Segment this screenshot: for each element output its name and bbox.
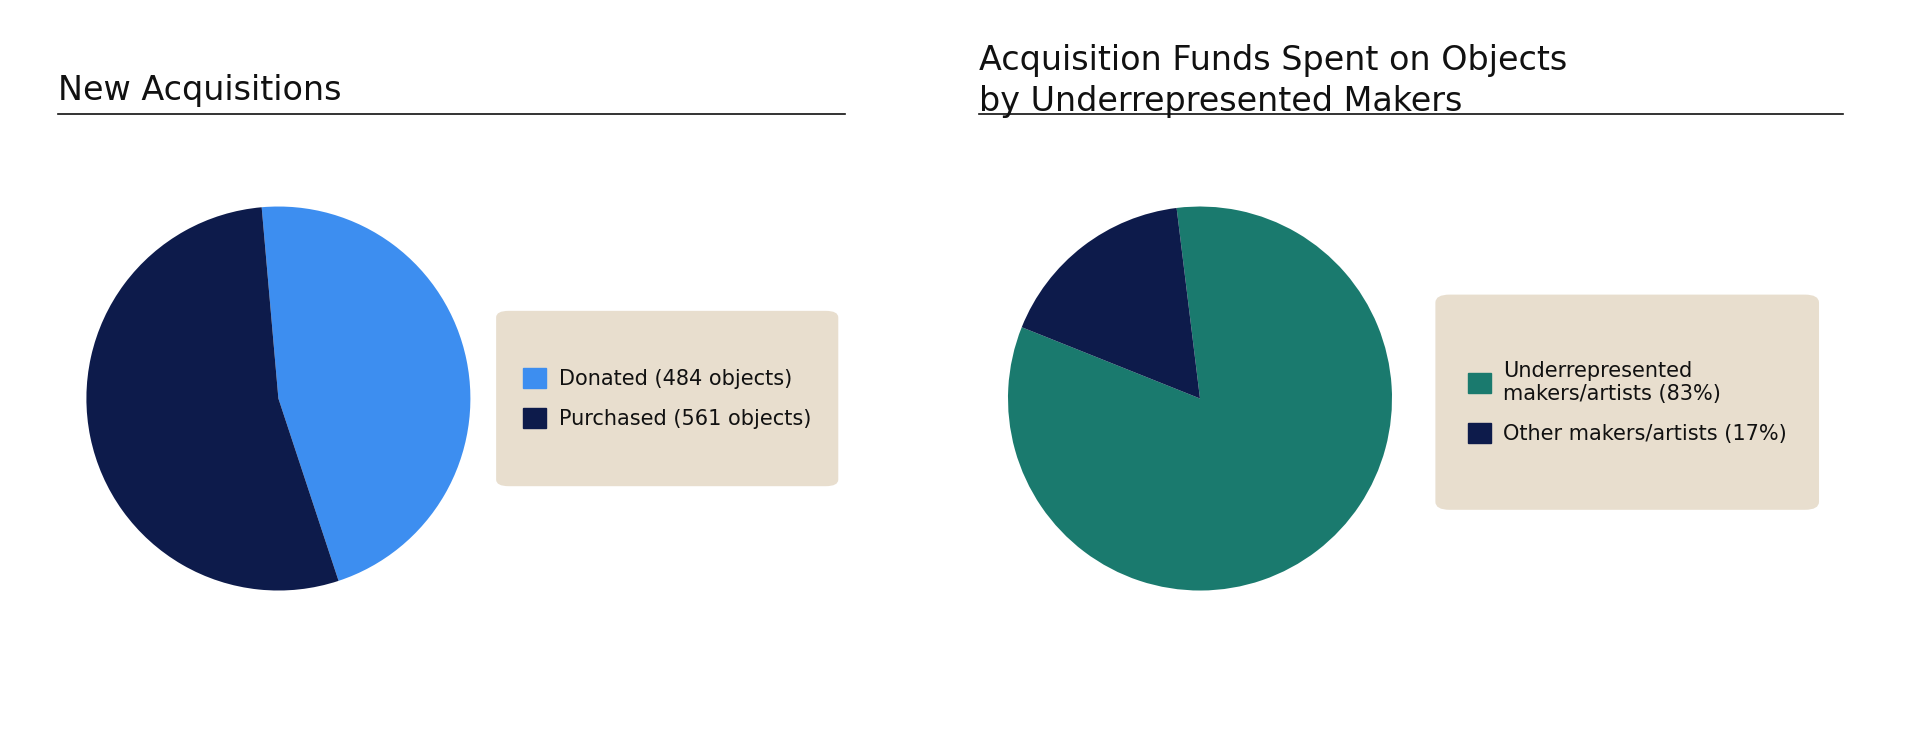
Text: Acquisition Funds Spent on Objects
by Underrepresented Makers: Acquisition Funds Spent on Objects by Un… — [979, 44, 1567, 118]
FancyBboxPatch shape — [1436, 294, 1818, 510]
FancyBboxPatch shape — [495, 311, 839, 486]
Wedge shape — [1021, 208, 1200, 399]
Legend: Underrepresented
makers/artists (83%), Other makers/artists (17%): Underrepresented makers/artists (83%), O… — [1455, 348, 1799, 456]
Text: New Acquisitions: New Acquisitions — [58, 74, 342, 107]
Wedge shape — [1008, 207, 1392, 590]
Wedge shape — [86, 207, 338, 590]
Wedge shape — [261, 207, 470, 581]
Legend: Donated (484 objects), Purchased (561 objects): Donated (484 objects), Purchased (561 ob… — [511, 356, 824, 441]
